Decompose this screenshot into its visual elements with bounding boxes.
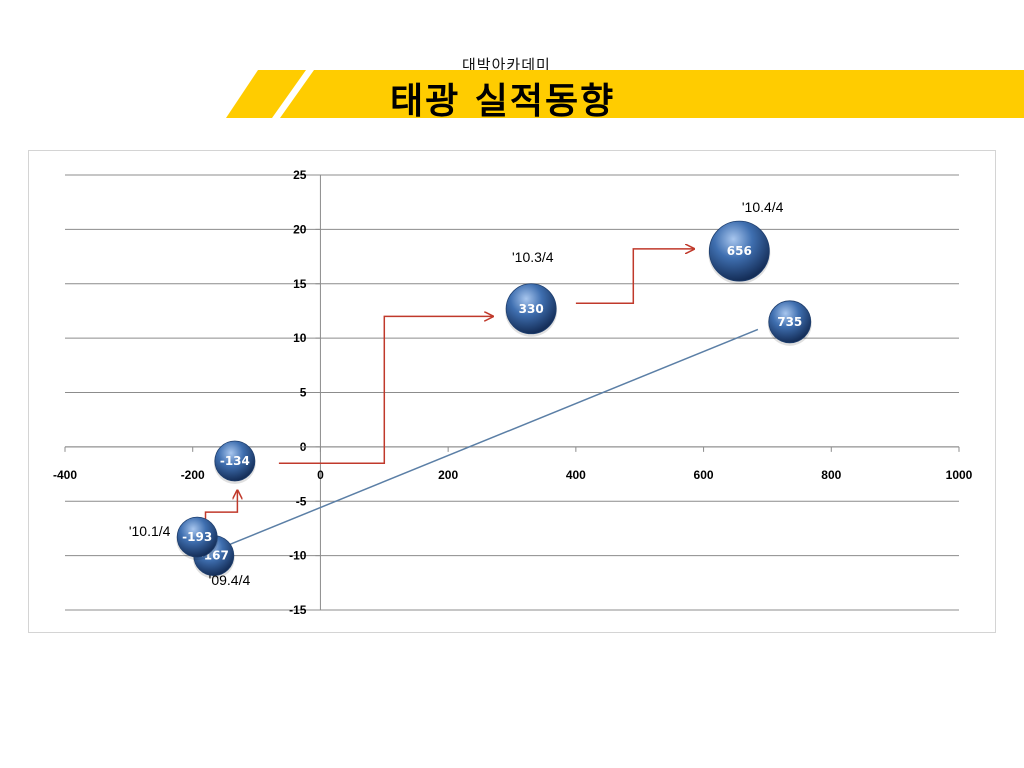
bubble-label: -134	[220, 454, 250, 468]
period-annotation: '10.1/4	[129, 523, 171, 539]
banner-stripe-small	[226, 70, 306, 118]
y-tick-label: -5	[296, 494, 307, 508]
trend-arrow-3	[575, 249, 694, 305]
bubble-point	[505, 283, 557, 335]
bubble-point	[176, 516, 218, 558]
y-tick-label: 15	[293, 277, 307, 291]
chart-frame: 25 20 15 10 5 0 -5 -10 -15 -400 -200 0 200 400 600 800 1…	[28, 150, 996, 633]
page-title: 태광 실적동향	[390, 81, 616, 122]
y-tick-label: -15	[289, 603, 307, 617]
title-banner	[226, 70, 1024, 118]
annotation-layer: '09.4/4 '10.1/4 '10.3/4 '10.4/4	[129, 199, 784, 588]
x-tick-label: -200	[181, 468, 205, 482]
bubble-label: 735	[777, 315, 802, 329]
bubble-point	[768, 300, 812, 344]
x-tick-label: -400	[53, 468, 77, 482]
trend-arrow-2	[278, 316, 493, 464]
x-tick-label: 400	[566, 468, 586, 482]
y-tick-label: 20	[293, 222, 307, 236]
bubble-label: 656	[727, 244, 752, 258]
arrow-layer	[204, 249, 759, 549]
period-annotation: '09.4/4	[209, 572, 251, 588]
x-tick-label: 200	[438, 468, 458, 482]
x-tick-label: 1000	[946, 468, 973, 482]
bubble-label: -193	[182, 530, 212, 544]
trend-arrow-4	[218, 328, 759, 549]
subtitle: 대박아카데미	[462, 56, 551, 74]
bubble-point	[708, 220, 770, 282]
y-tick-label: 25	[293, 168, 307, 182]
bubble-label: 330	[519, 302, 544, 316]
x-tick-label: 0	[317, 468, 324, 482]
bubble-point	[214, 440, 256, 482]
y-tick-label: -10	[289, 549, 307, 563]
y-tick-label: 10	[293, 331, 307, 345]
period-annotation: '10.3/4	[512, 249, 554, 265]
period-annotation: '10.4/4	[742, 199, 784, 215]
x-tick-label: 600	[694, 468, 714, 482]
x-tick-label: 800	[821, 468, 841, 482]
y-tick-label: 5	[300, 386, 307, 400]
banner-stripe-large	[280, 70, 1024, 118]
